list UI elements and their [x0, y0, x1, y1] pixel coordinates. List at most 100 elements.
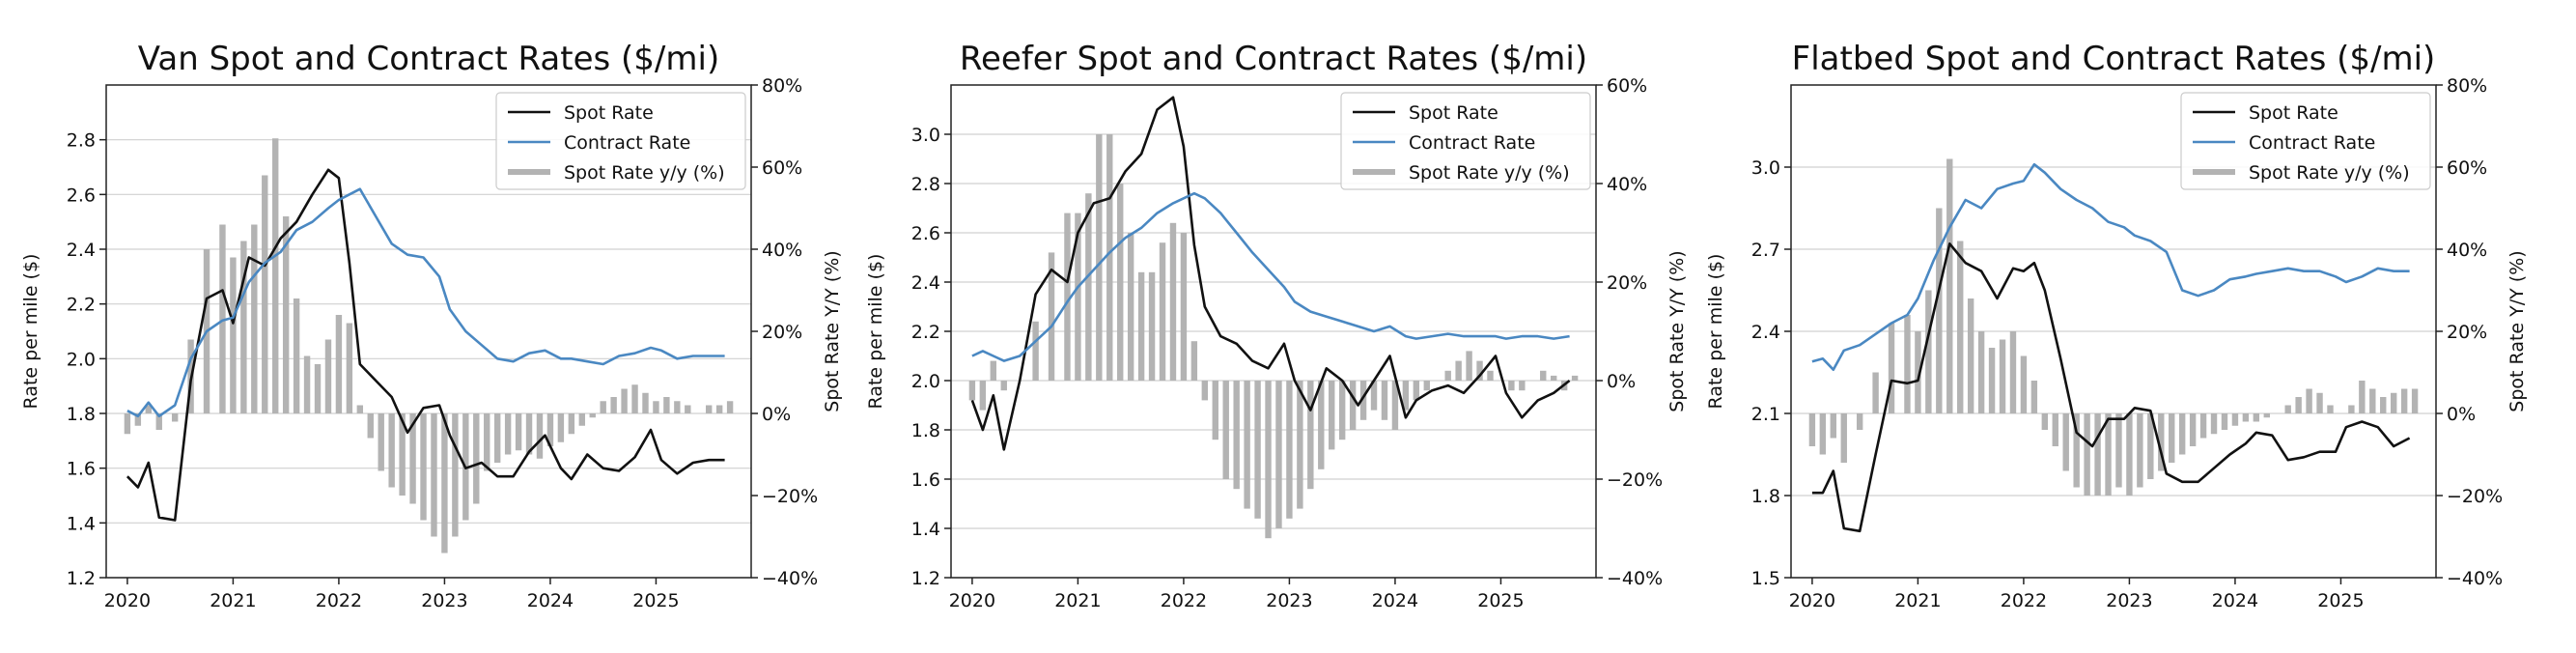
yy-bar [621, 388, 628, 413]
legend-swatch-yy [508, 169, 550, 175]
legend-label: Spot Rate [2249, 102, 2338, 124]
yy-bar [705, 405, 713, 413]
yy-bar [1904, 315, 1911, 413]
yy-bar [1254, 381, 1261, 519]
yy-bar [2105, 413, 2112, 496]
legend-label: Contract Rate [564, 132, 690, 154]
y-tick-label: 1.6 [67, 459, 96, 480]
yy-bar [1075, 213, 1081, 381]
yy-bar [600, 401, 606, 413]
yy-bar [493, 413, 501, 463]
x-tick-label: 2020 [1789, 590, 1835, 611]
yy-bar [546, 413, 554, 446]
yy-bar [441, 413, 448, 554]
chart-title: Flatbed Spot and Contract Rates ($/mi) [1792, 40, 2436, 78]
x-tick-label: 2021 [210, 590, 256, 611]
yy-bar [557, 413, 565, 442]
yy-bar [2359, 381, 2366, 413]
legend-label: Spot Rate y/y (%) [1409, 162, 1570, 184]
y2-tick-label: 20% [762, 322, 802, 343]
yy-bar [1148, 271, 1156, 381]
yy-bar [452, 413, 459, 537]
yy-bar [1127, 233, 1134, 381]
yy-bar [685, 405, 691, 413]
y2-tick-label: −20% [1607, 469, 1663, 491]
yy-bar [968, 381, 976, 401]
yy-bar [610, 397, 617, 413]
y-tick-label: 1.2 [911, 568, 940, 589]
yy-bar [1381, 381, 1388, 420]
y2-tick-label: 20% [2447, 322, 2487, 343]
y-tick-label: 1.2 [67, 568, 96, 589]
y2-tick-label: 60% [762, 157, 802, 179]
yy-bar [2189, 413, 2197, 446]
yy-bar [1180, 233, 1188, 381]
y-tick-label: 3.0 [1751, 157, 1780, 179]
y2-tick-label: 0% [1607, 371, 1636, 392]
yy-bar [1000, 381, 1007, 391]
x-tick-label: 2025 [632, 590, 679, 611]
yy-bar [2094, 413, 2101, 496]
yy-bar [2327, 405, 2334, 413]
yy-bar [2052, 413, 2058, 446]
yy-bar [1349, 381, 1357, 430]
yy-bar [2221, 413, 2228, 430]
x-tick-label: 2020 [949, 590, 995, 611]
yy-bar [1946, 158, 1953, 413]
x-tick-label: 2022 [2001, 590, 2047, 611]
yy-bar [2284, 405, 2291, 413]
legend-label: Contract Rate [2249, 132, 2375, 154]
yy-bar [1338, 381, 1346, 440]
contract-rate-line [126, 187, 725, 418]
legend: Spot Rate Contract Rate Spot Rate y/y (%) [1340, 92, 1591, 190]
yy-bar [2073, 413, 2080, 488]
yy-bar [324, 339, 332, 413]
yy-bar [1222, 381, 1229, 479]
x-tick-label: 2024 [527, 590, 574, 611]
yy-bar [2295, 397, 2302, 413]
yy-bar [990, 360, 997, 381]
yy-bar [2020, 355, 2028, 413]
y2-axis-label: Spot Rate Y/Y (%) [2506, 250, 2528, 412]
yy-bar [525, 413, 533, 455]
yy-bar [578, 413, 585, 426]
yy-bar [2263, 413, 2270, 418]
yy-bar [642, 392, 649, 413]
y2-tick-label: −40% [762, 568, 818, 589]
yy-bar [589, 413, 596, 418]
yy-bar [979, 381, 987, 411]
yy-bar [399, 413, 406, 496]
yy-bar [1519, 381, 1526, 391]
y2-tick-label: −20% [762, 486, 818, 507]
yy-bar [335, 315, 343, 413]
yy-bar [1819, 413, 1827, 455]
y-tick-label: 2.2 [67, 295, 96, 316]
legend-label: Contract Rate [1409, 132, 1535, 154]
yy-bar [2115, 413, 2122, 488]
y-tick-label: 2.6 [67, 185, 96, 206]
y2-tick-label: −40% [1607, 568, 1663, 589]
yy-bar [420, 413, 427, 521]
yy-bar [1977, 331, 1985, 413]
yy-bar [314, 364, 322, 413]
yy-bar [2306, 388, 2312, 413]
chart-title: Reefer Spot and Contract Rates ($/mi) [960, 40, 1587, 78]
yy-bar [1048, 252, 1055, 381]
yy-bar [2041, 413, 2049, 430]
y2-tick-label: −20% [2447, 486, 2503, 507]
yy-bar [484, 413, 490, 471]
y-tick-label: 1.8 [1751, 486, 1780, 507]
yy-bar [631, 384, 638, 413]
x-tick-label: 2023 [1266, 590, 1312, 611]
yy-bar [367, 413, 374, 439]
y-tick-label: 1.8 [67, 404, 96, 425]
yy-bar [2199, 413, 2207, 439]
yy-bar [1085, 193, 1092, 381]
yy-bar [1550, 375, 1557, 381]
y-tick-label: 1.8 [911, 420, 940, 441]
yy-bar [1137, 271, 1145, 381]
yy-bar [1872, 372, 1879, 413]
yy-bar [1508, 381, 1515, 391]
yy-bar [2242, 413, 2250, 422]
